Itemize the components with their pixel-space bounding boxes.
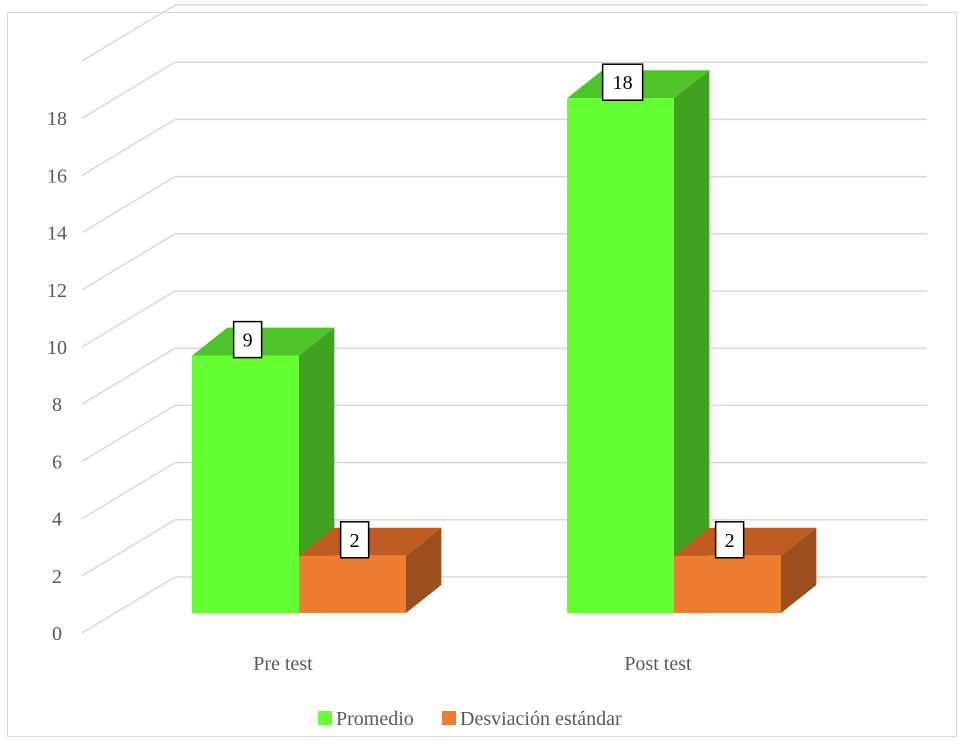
x-axis-ticks: Pre test Post test	[253, 653, 692, 675]
data-label-box	[601, 63, 644, 101]
bar-front	[299, 555, 406, 613]
data-labels: 9 18 2 2	[232, 63, 745, 559]
gridline-depth	[81, 461, 176, 520]
data-label: 2	[714, 521, 745, 559]
data-label-text: 2	[350, 530, 360, 552]
y-tick-label: 12	[47, 280, 67, 302]
x-tick-label: Post test	[624, 653, 692, 675]
legend-item: Promedio	[318, 708, 414, 730]
legend: Promedio Desviación estándar	[318, 708, 622, 730]
gridline-depth	[81, 233, 176, 291]
y-tick-label: 10	[47, 337, 67, 359]
bar-side	[406, 527, 442, 613]
bar	[299, 527, 442, 613]
bar-top	[299, 527, 442, 556]
gridline-depth	[81, 404, 176, 463]
bar-side	[781, 527, 817, 613]
bars	[192, 70, 817, 613]
legend-item: Desviación estándar	[442, 708, 622, 730]
y-tick-label: 16	[47, 165, 67, 187]
gridline-depth	[81, 61, 176, 119]
bar	[674, 527, 817, 613]
x-tick-label: Pre test	[253, 653, 313, 675]
bar-top	[674, 527, 817, 556]
data-label-text: 9	[243, 330, 253, 352]
data-label-text: 2	[725, 530, 735, 552]
bar	[567, 70, 710, 613]
bar-side	[674, 70, 710, 613]
gridline-depth	[81, 175, 176, 234]
gridline-depth	[81, 519, 176, 577]
y-tick-label: 4	[52, 509, 62, 531]
gridline-depth	[81, 576, 176, 634]
data-label: 2	[339, 521, 370, 559]
data-label-text: 18	[613, 72, 633, 94]
y-tick-label: 14	[47, 223, 67, 245]
y-tick-label: 8	[52, 394, 62, 416]
legend-swatch	[318, 711, 332, 725]
gridline-depth	[81, 4, 176, 62]
bar-front	[192, 355, 299, 613]
chart-frame	[7, 12, 957, 737]
bar-top	[192, 327, 335, 356]
data-label-box	[339, 521, 370, 559]
gridline-depth	[81, 290, 176, 348]
data-label: 18	[601, 63, 644, 101]
data-label-box	[714, 521, 745, 559]
gridline-depth	[81, 118, 176, 177]
bar-front	[674, 555, 781, 613]
y-tick-label: 18	[47, 108, 67, 130]
gridline-depth	[81, 347, 176, 405]
bar-front	[567, 98, 674, 613]
y-axis-ticks: 0 2 4 6 8 10 12 14 16 18	[47, 108, 67, 645]
legend-swatch	[442, 711, 456, 725]
legend-label: Promedio	[336, 708, 414, 730]
y-tick-label: 6	[52, 451, 62, 473]
legend-label: Desviación estándar	[460, 708, 622, 730]
data-label-box	[232, 320, 263, 359]
data-label: 9	[232, 320, 263, 359]
y-tick-label: 0	[52, 623, 62, 645]
y-tick-label: 2	[52, 566, 62, 588]
